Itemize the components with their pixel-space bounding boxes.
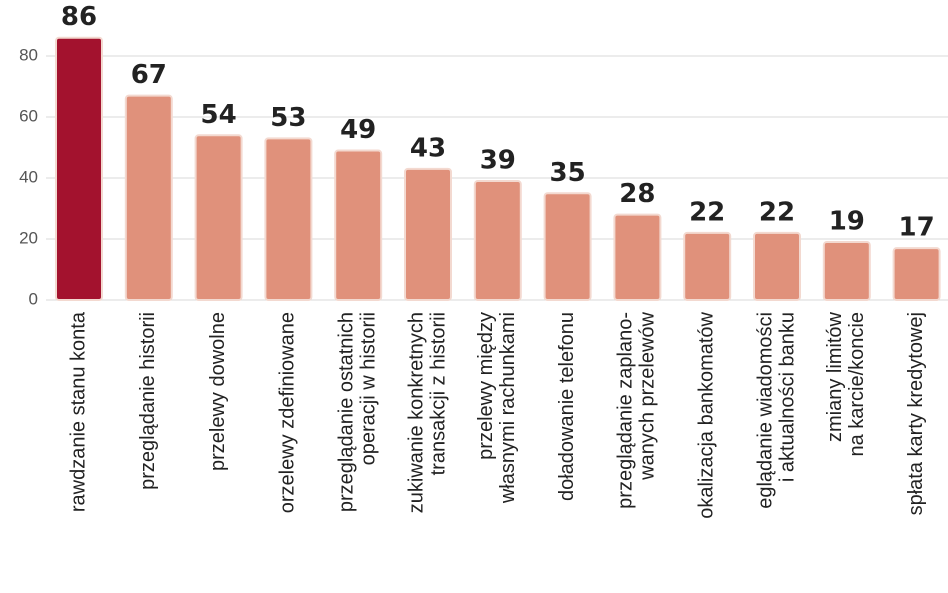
value-label: 22: [689, 197, 725, 227]
x-tick-label: przeglądanie zaplano-: [615, 312, 637, 509]
y-tick-label: 20: [19, 228, 38, 247]
x-tick-label: orzelewy zdefiniowane: [277, 312, 299, 513]
y-tick-label: 60: [19, 106, 38, 125]
x-tick-label: przelewy dowolne: [207, 312, 229, 471]
x-tick-label: zmiany limitów: [824, 311, 846, 442]
bar: [822, 241, 871, 302]
value-label: 39: [480, 146, 516, 176]
x-tick-label: i aktualności banku: [776, 312, 798, 482]
value-label: 54: [201, 100, 237, 130]
x-tick-label: operacji w historii: [357, 312, 379, 465]
bar: [124, 94, 173, 302]
y-tick-label: 100: [10, 0, 38, 3]
bar: [194, 134, 243, 301]
value-label: 86: [61, 2, 97, 32]
bar: [334, 149, 383, 301]
y-tick-label: 40: [19, 167, 38, 186]
bar: [613, 213, 662, 302]
bar: [683, 231, 732, 301]
x-tick-label: przeglądanie ostatnich: [335, 312, 357, 512]
bar: [543, 192, 592, 301]
x-tick-label: doładowanie telefonu: [556, 312, 578, 501]
value-label: 49: [340, 115, 376, 145]
x-tick-label: na karcie/koncie: [846, 312, 868, 457]
value-label: 17: [899, 213, 935, 243]
x-tick-label: eglądanie wiadomości: [754, 312, 776, 509]
value-label: 35: [550, 158, 586, 188]
x-tick-label: transakcji z historii: [427, 312, 449, 475]
value-label: 67: [131, 60, 167, 90]
x-tick-label: spłata karty kredytowej: [905, 312, 927, 515]
value-label: 19: [829, 207, 865, 237]
bar: [264, 137, 313, 301]
x-tick-label: rawdzanie stanu konta: [67, 311, 89, 512]
bar: [55, 36, 103, 301]
x-tick-label: zukiwanie konkretnych: [405, 312, 427, 513]
y-tick-label: 0: [29, 289, 38, 308]
bar: [892, 247, 941, 301]
bar: [473, 180, 522, 301]
x-tick-label: wanych przelewów: [637, 311, 659, 480]
y-tick-label: 80: [19, 45, 38, 64]
bar: [753, 231, 801, 301]
value-label: 22: [759, 197, 795, 227]
x-tick-label: przeglądanie historii: [137, 312, 159, 490]
value-label: 53: [270, 103, 306, 133]
x-tick-label: przelewy między: [475, 312, 497, 460]
value-label: 43: [410, 133, 446, 163]
bar: [404, 167, 452, 301]
value-label: 28: [619, 179, 655, 209]
x-tick-label: okalizacja bankomatów: [695, 311, 717, 518]
x-tick-label: własnymi rachunkami: [497, 312, 519, 504]
